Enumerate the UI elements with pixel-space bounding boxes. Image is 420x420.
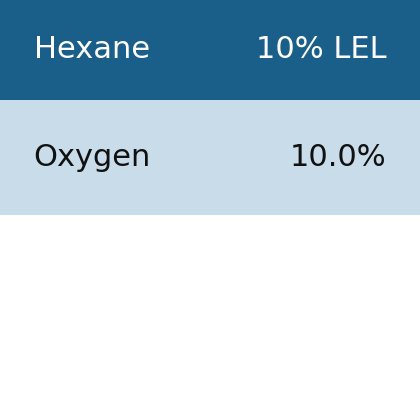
Text: Oxygen: Oxygen xyxy=(34,143,151,172)
Bar xyxy=(0,100,420,215)
Text: 10.0%: 10.0% xyxy=(290,143,386,172)
Text: Hexane: Hexane xyxy=(34,36,150,65)
Text: 10% LEL: 10% LEL xyxy=(256,36,386,65)
Bar xyxy=(0,0,420,100)
